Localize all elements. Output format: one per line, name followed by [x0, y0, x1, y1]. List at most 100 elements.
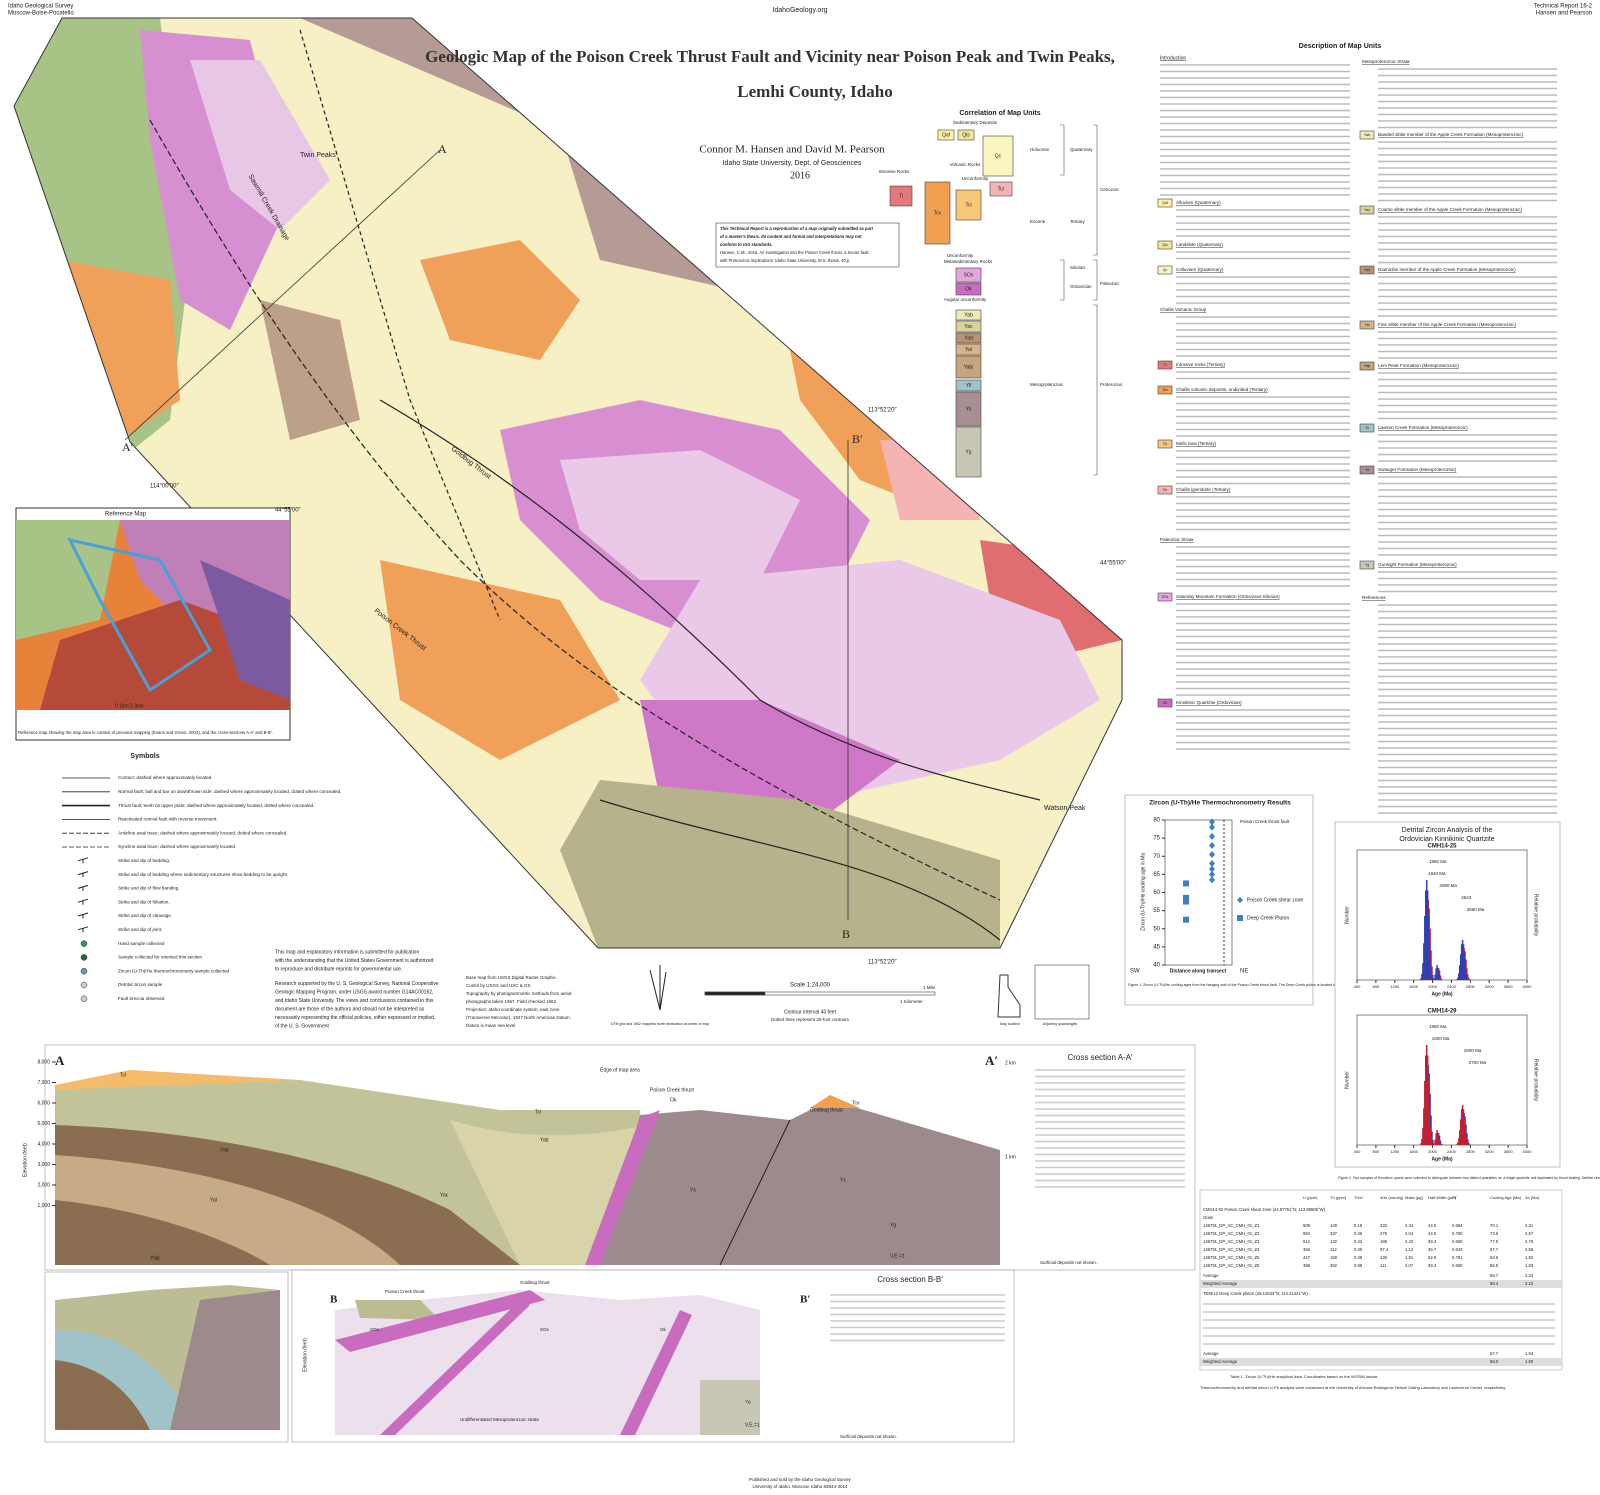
statement-text: with the understanding that the United S… — [275, 958, 434, 964]
section-lines — [124, 149, 849, 920]
x-tick-label: 2000 — [1428, 984, 1438, 989]
histogram-bar — [1431, 1143, 1434, 1145]
map-label: B′ — [852, 432, 863, 446]
unit-name: Coarse siltite member of the Apple Creek… — [1378, 207, 1522, 212]
unit-code: Tcl — [965, 202, 971, 208]
table-cell: 0.36 — [1354, 1231, 1363, 1236]
section-label: Tcl — [120, 1072, 126, 1078]
contour-note: Contour interval 40 feet — [784, 1009, 837, 1015]
histogram-bar — [1429, 1128, 1432, 1145]
x-tick-label: 1600 — [1409, 1149, 1419, 1154]
unit-name: Fine siltite member of the Apple Creek F… — [1378, 322, 1517, 327]
quad-index — [1034, 964, 1090, 1020]
correlation-age: Quaternary — [1070, 147, 1093, 152]
histogram-bar — [1465, 973, 1468, 980]
section-label: Poison Creek thrust — [385, 1289, 425, 1294]
description-title: Description of Map Units — [1299, 43, 1382, 50]
histogram-bar — [1424, 915, 1426, 980]
base-map-text: Contol by USGS and USC & GS — [466, 983, 531, 988]
histogram-bar — [1426, 1055, 1429, 1145]
section-note: Surficial deposits not shown. — [1040, 1260, 1097, 1265]
unit-box — [1157, 265, 1173, 275]
histogram-bar — [1438, 974, 1440, 980]
section-end: A — [55, 1053, 65, 1068]
bracket — [1060, 124, 1098, 476]
symbol-glyph — [80, 940, 88, 947]
correlation-age: Tertiary — [1070, 219, 1086, 224]
histogram-bar — [1436, 1129, 1438, 1145]
unit-name: Challis volcanic deposits, undivided (Te… — [1176, 387, 1268, 392]
base-map-text: Topography by photogrammetric methods fr… — [466, 991, 572, 996]
unit-name: Swauger Formation (Mesoproterozoic) — [1378, 467, 1457, 472]
histogram-bar — [1463, 954, 1466, 980]
unit-box — [1359, 265, 1375, 275]
unit-code: Ti — [899, 193, 903, 199]
elevation-label: 3,000 — [37, 1162, 50, 1168]
histogram-bar — [1422, 963, 1424, 980]
histogram-bar — [1431, 1131, 1433, 1145]
unit-code: Tcr — [998, 186, 1005, 192]
correlation-group: Intrusive Rocks — [879, 169, 911, 174]
y-tick-label: 45 — [1153, 944, 1160, 950]
peak-label: 1860 Ma — [1429, 859, 1447, 864]
ve-label: V.E.=1 — [745, 1422, 760, 1428]
table-cell: 69.7 — [1490, 1273, 1499, 1278]
unit-name: Alluvium (Quaternary) — [1176, 200, 1221, 205]
point — [1183, 880, 1189, 887]
peak-label: 2543 — [1461, 895, 1472, 900]
unit-name: Challis ignimbrite (Tertiary) — [1176, 487, 1231, 492]
section-title: Cross section A-A′ — [1067, 1053, 1133, 1062]
sample-name: CMH14-25 — [1427, 844, 1457, 850]
x-tick-label: 2800 — [1466, 984, 1476, 989]
histogram-bar — [1459, 965, 1461, 980]
histogram-bar — [1464, 965, 1467, 980]
axis-label: Distance along transect — [1170, 968, 1227, 974]
table-cell: 1.83 — [1525, 1263, 1534, 1268]
table-cell: 337 — [1330, 1231, 1338, 1236]
unit-code: Tcr — [1163, 488, 1169, 492]
table-header: Th/U — [1354, 1195, 1363, 1200]
symbol-glyph — [80, 981, 88, 989]
reference-caption: Reference map showing the map area in co… — [18, 730, 273, 735]
section-label: Goldbug thrust — [520, 1280, 550, 1285]
unit-code: Yalp — [1364, 364, 1371, 368]
unit-code: Ok — [965, 286, 972, 292]
table-cell: 0.18 — [1354, 1223, 1363, 1228]
unit-name: Lawson Creek Formation (Mesoproterozoic) — [1378, 425, 1468, 430]
histogram-bar — [1432, 1144, 1435, 1145]
point — [1209, 860, 1215, 867]
table-cell: 148791_DP_AC_CMH_01_Z3 — [1203, 1239, 1260, 1244]
header-text: Technical Report 16-2 — [1534, 4, 1593, 10]
elevation-label: 8,000 — [37, 1059, 50, 1065]
table-cell: 0.643 — [1452, 1247, 1463, 1252]
section-label: Goldbug thrust — [810, 1107, 843, 1113]
table-cell: 68.4 — [1490, 1281, 1499, 1286]
histogram-bar — [1433, 978, 1435, 980]
note-text: This Technical Report is a reproduction … — [720, 226, 874, 231]
note-text: with Proterozoic implications: Idaho Sta… — [720, 258, 851, 263]
histogram-bar — [1426, 890, 1429, 980]
correlation-age: Silurian — [1070, 265, 1086, 270]
x-tick-label: 2400 — [1447, 984, 1457, 989]
histogram-bar — [1427, 1080, 1430, 1145]
statement-text: document are those of the authors and sh… — [275, 1006, 425, 1012]
symbols-title: Symbols — [130, 753, 159, 760]
point — [1209, 841, 1215, 849]
histogram-bar — [1433, 1143, 1435, 1145]
table-cell: 44.0 — [1428, 1231, 1437, 1236]
unit-code: Ys — [966, 406, 972, 412]
statement-text: necessarily representing the official po… — [275, 1015, 435, 1021]
symbol-glyph — [77, 871, 89, 878]
histogram-bar — [1460, 944, 1463, 980]
chart-caption: Figure 1. Zircon (U-Th)/He cooling ages … — [1128, 983, 1409, 987]
symbol-text: Reactivated normal fault with reverse mo… — [118, 817, 218, 822]
table-cell: 135 — [1380, 1255, 1388, 1260]
unit-name: Gunsight Formation (Mesoproterozoic) — [1378, 562, 1457, 567]
section-label: Poison Creek thrust — [650, 1087, 695, 1093]
map-label: 44°55′00″ — [275, 508, 302, 514]
table-cell: 149 — [1330, 1223, 1338, 1228]
footer-text: Published and sold by the Idaho Geologic… — [749, 1477, 852, 1482]
histogram-bar — [1456, 979, 1458, 980]
layer — [55, 1200, 270, 1265]
y-tick-label: 60 — [1153, 890, 1160, 896]
